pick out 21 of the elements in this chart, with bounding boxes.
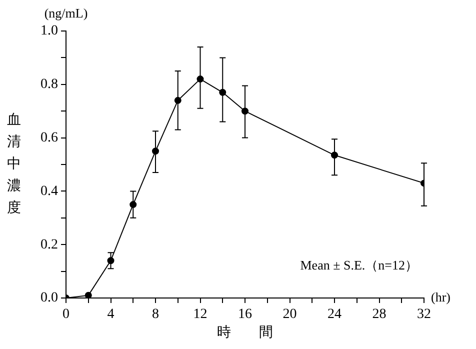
- y-tick-label: 0.8: [40, 77, 58, 92]
- x-tick-label: 4: [107, 307, 114, 322]
- x-tick-label: 32: [417, 307, 431, 322]
- x-tick-label: 0: [62, 307, 70, 322]
- x-tick-label: 28: [372, 307, 386, 322]
- text: (hr): [431, 289, 450, 304]
- x-tick-label: 8: [152, 307, 159, 322]
- y-tick-label: 0.0: [40, 290, 58, 306]
- y-tick-label: 0.2: [40, 237, 58, 252]
- x-tick-label: 16: [238, 307, 252, 322]
- y-tick-label: 1.0: [40, 24, 58, 39]
- y-tick-label: 0.4: [40, 184, 58, 199]
- y-axis-title: 血清中濃度: [7, 112, 21, 216]
- x-axis-title: 時 間: [217, 324, 273, 340]
- y-tick-label: 0.6: [40, 130, 58, 146]
- x-tick-label: 20: [282, 307, 297, 322]
- x-tick-label: 24: [328, 307, 342, 322]
- point: [84, 292, 92, 298]
- x-tick-label: 12: [193, 307, 208, 322]
- annotation: Mean ± S.E.（n=12）: [300, 257, 418, 272]
- text: (ng/mL): [44, 5, 88, 20]
